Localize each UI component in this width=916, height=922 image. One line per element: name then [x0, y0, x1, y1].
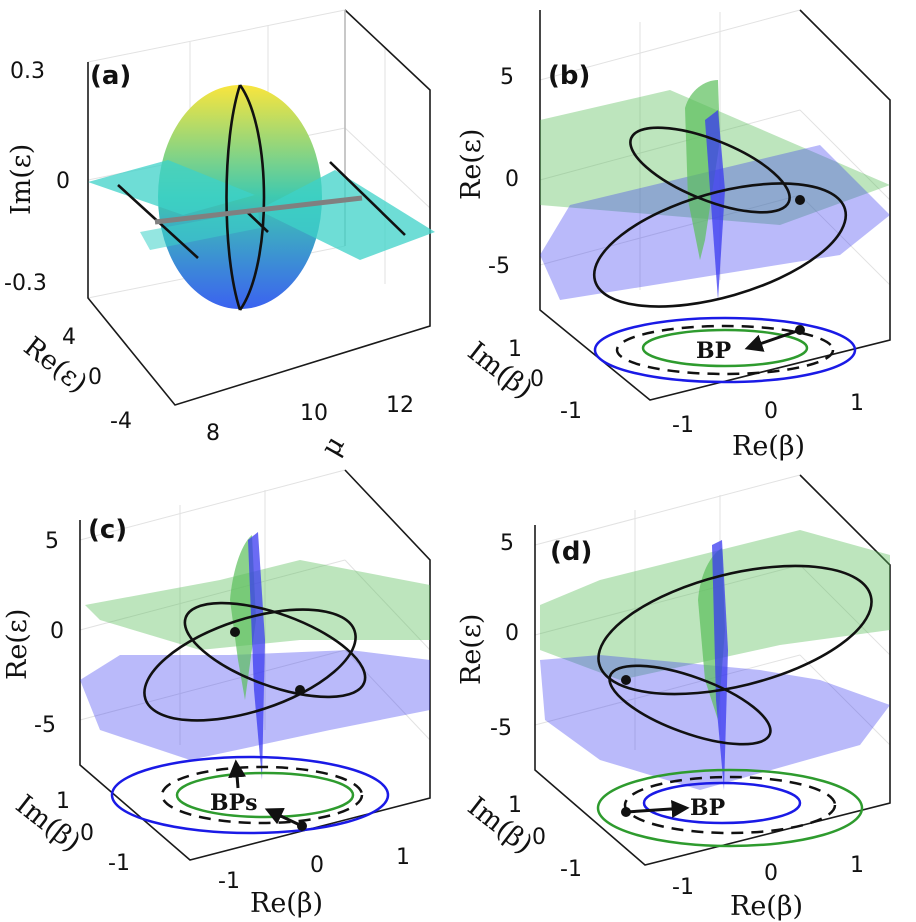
panel-a-ztick-1: 0	[56, 169, 70, 194]
panel-a-box	[87, 9, 431, 406]
panel-b-ytick-1: 0	[530, 367, 544, 392]
panel-b-bp-arrow	[744, 328, 801, 352]
panel-d-xlabel: Re(β)	[730, 891, 803, 922]
panel-c-bp-point-2	[295, 685, 305, 695]
panel-b-xtick-2: 1	[850, 391, 864, 416]
panel-a-xtick-1: 10	[300, 401, 328, 426]
line-right	[329, 161, 406, 236]
panel-b-ring-blue	[593, 316, 857, 384]
panel-d-curve-upper	[597, 564, 873, 696]
cyan-plane-right	[258, 170, 435, 260]
panel-b-curve-lower	[592, 182, 848, 308]
panel-d-bp-point	[621, 675, 631, 685]
panel-c-xtick-0: -1	[218, 869, 240, 894]
panel-c-zlabel: Re(ε)	[2, 609, 33, 680]
panel-b-xtick-0: -1	[672, 413, 694, 438]
panel-b-ring-dashed	[615, 324, 835, 376]
panel-d-ztick-1: 0	[505, 621, 519, 646]
panel-a: (a) 0.3 0 -0.3 Im(ε) 4 0 -4 Re(ε) 8 10 1…	[4, 9, 435, 462]
panel-d-ylabel: Im(β)	[462, 791, 539, 860]
ellipsoid-cut-front	[238, 84, 266, 311]
panel-a-ytick-2: -4	[110, 409, 132, 434]
panel-c-bp-point-1	[230, 627, 240, 637]
panel-c-xtick-2: 1	[396, 845, 410, 870]
panel-d-ztick-2: -5	[490, 716, 512, 741]
panel-a-zlabel: Im(ε)	[6, 144, 37, 215]
panel-c-tag: (c)	[88, 515, 127, 545]
panel-b-xlabel: Re(β)	[732, 431, 805, 462]
panel-b-ztick-2: -5	[488, 254, 510, 279]
panel-d-xtick-0: -1	[672, 875, 694, 900]
panel-c-bp-arrow-1	[228, 759, 247, 789]
panel-c-ztick-1: 0	[50, 619, 64, 644]
panel-b-ztick-0: 5	[500, 65, 514, 90]
panel-b-ytick-0: 1	[508, 337, 522, 362]
panel-b-xtick-1: 0	[764, 399, 778, 424]
panel-d-xtick-2: 1	[850, 853, 864, 878]
panel-c-bp-dot	[297, 821, 307, 831]
panel-b-ring-green	[641, 328, 809, 368]
panel-d-ytick-2: -1	[560, 857, 582, 882]
panel-d-blue-spike	[712, 540, 728, 790]
panel-b: BP (b) 5 0 -5 Re(ε) 1 0 -1 Im(β) -1 0 1 …	[456, 9, 891, 462]
panel-c: BPs (c) 5 0 -5 Re(ε) 1 0 -1 Im(β) -1 0 1…	[2, 469, 431, 919]
panel-d-ring-green	[596, 768, 864, 848]
panel-d-ytick-0: 1	[508, 793, 522, 818]
panel-a-xtick-2: 12	[386, 393, 414, 418]
panel-b-ytick-2: -1	[560, 399, 582, 424]
cyan-plane-front	[140, 210, 260, 250]
panel-c-ytick-2: -1	[108, 851, 130, 876]
panel-a-xtick-0: 8	[206, 421, 220, 446]
panel-c-ylabel: Im(β)	[10, 789, 87, 858]
panel-a-ylabel: Re(ε)	[18, 331, 93, 399]
panel-c-curve-upper	[183, 601, 367, 699]
panel-c-xtick-1: 0	[310, 853, 324, 878]
panel-d: BP (d) 5 0 -5 Re(ε) 1 0 -1 Im(β) -1 0 1 …	[456, 474, 891, 922]
panel-b-zlabel: Re(ε)	[456, 129, 487, 200]
panel-d-bp-label: BP	[690, 795, 725, 821]
panel-c-ring-dashed	[160, 765, 364, 825]
panel-c-xlabel: Re(β)	[250, 888, 323, 919]
panel-d-curve-lower	[608, 664, 772, 746]
panel-b-ztick-1: 0	[505, 167, 519, 192]
panel-a-ytick-0: 4	[62, 325, 76, 350]
panel-a-ztick-0: 0.3	[10, 59, 45, 84]
panel-d-ring-dashed	[623, 775, 837, 835]
panel-c-ytick-1: 0	[80, 821, 94, 846]
panel-a-ztick-2: -0.3	[4, 271, 47, 296]
panel-d-bp-arrow	[625, 799, 690, 818]
panel-c-curve-lower	[143, 608, 357, 722]
panel-d-zlabel: Re(ε)	[456, 614, 487, 685]
ellipsoid-cut-back	[225, 84, 242, 311]
panel-c-ytick-0: 1	[56, 789, 70, 814]
panel-b-box	[539, 9, 891, 401]
panel-b-bp-label: BP	[696, 338, 731, 364]
gray-line	[154, 195, 363, 225]
panel-d-bp-dot	[621, 807, 631, 817]
panel-c-blue-sheet	[80, 650, 430, 760]
line-mid	[244, 209, 269, 233]
panel-a-xlabel: μ	[315, 431, 351, 462]
panel-c-ring-green	[175, 771, 355, 819]
panel-a-tag: (a)	[90, 61, 131, 91]
panel-d-xtick-1: 0	[764, 861, 778, 886]
cyan-plane-left	[88, 160, 255, 215]
panel-c-ztick-2: -5	[34, 713, 56, 738]
panel-a-ytick-1: 0	[88, 365, 102, 390]
panel-c-ring-blue	[110, 755, 390, 835]
panel-d-ytick-1: 0	[532, 825, 546, 850]
panel-b-ylabel: Im(β)	[462, 336, 539, 405]
panel-d-ztick-0: 5	[500, 531, 514, 556]
panel-d-box	[534, 474, 891, 866]
panel-b-tag: (b)	[548, 61, 590, 91]
panel-b-bp-point	[795, 195, 805, 205]
panel-c-bp-arrow-2	[264, 807, 303, 828]
panel-d-tag: (d)	[550, 537, 592, 567]
panel-d-ring-blue	[642, 781, 802, 825]
panel-b-bp-dot	[795, 325, 805, 335]
panel-c-blue-spike	[248, 532, 265, 780]
panel-c-ztick-0: 5	[45, 529, 59, 554]
panel-c-bp-label: BPs	[210, 790, 258, 816]
